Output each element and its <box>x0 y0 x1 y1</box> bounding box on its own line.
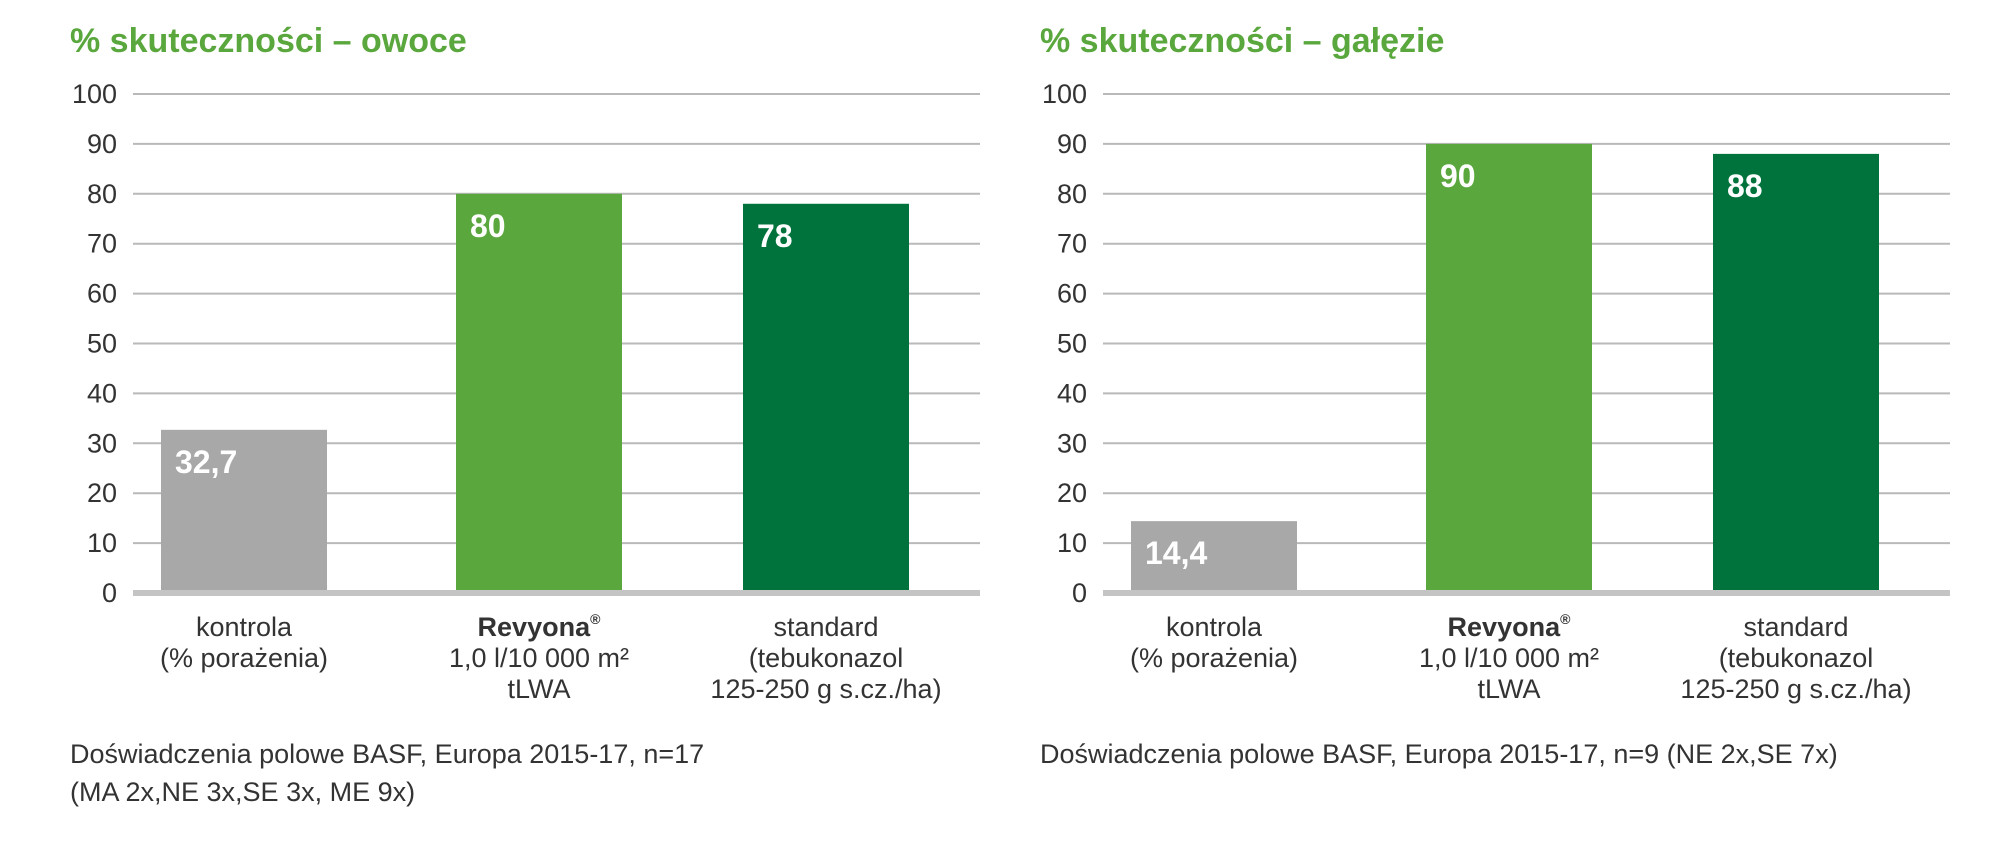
category-label-revyona: Revyona® 1,0 l/10 000 m² tLWA <box>389 612 689 705</box>
category-label-control: kontrola (% porażenia) <box>94 612 394 674</box>
bar-value-label: 90 <box>1440 158 1476 194</box>
category-label-line: tLWA <box>1477 674 1541 704</box>
category-label-line: (tebukonazol <box>748 643 904 673</box>
bar <box>161 429 327 593</box>
y-tick-label: 70 <box>1057 229 1087 259</box>
y-tick-label: 90 <box>1057 129 1087 159</box>
bar <box>1713 153 1879 593</box>
y-tick-label: 50 <box>87 329 117 359</box>
y-tick-label: 30 <box>87 428 117 458</box>
category-label-line: (tebukonazol <box>1718 643 1874 673</box>
bar-value-label: 78 <box>757 218 793 254</box>
bar-value-label: 88 <box>1727 168 1763 204</box>
brand-name: Revyona <box>1447 612 1561 642</box>
bar <box>1131 521 1297 593</box>
y-tick-label: 70 <box>87 229 117 259</box>
y-tick-label: 100 <box>1042 79 1087 109</box>
footnote-line: (MA 2x,NE 3x,SE 3x, ME 9x) <box>70 777 416 807</box>
category-label-brand: Revyona® <box>389 612 689 643</box>
y-tick-label: 90 <box>87 129 117 159</box>
y-tick-label: 60 <box>87 279 117 309</box>
category-label-brand: Revyona® <box>1359 612 1659 643</box>
y-tick-label: 10 <box>1057 528 1087 558</box>
registered-mark: ® <box>1560 611 1571 627</box>
category-label-line: 125-250 g s.cz./ha) <box>710 674 942 704</box>
y-tick-label: 10 <box>87 528 117 558</box>
chart-panel-fruit: % skuteczności – owoce 0 10 20 30 40 50 60 70 80… <box>0 0 980 844</box>
bar <box>743 203 909 593</box>
footnote: Doświadczenia polowe BASF, Europa 2015-1… <box>1040 735 1838 773</box>
category-label-line: standard <box>773 612 879 642</box>
chart-panel-branches: % skuteczności – gałęzie 0 10 20 30 40 50 60 70… <box>970 0 1950 844</box>
y-tick-label: 0 <box>1072 578 1087 608</box>
y-tick-label: 20 <box>87 478 117 508</box>
bar-chart: 0 10 20 30 40 50 60 70 80 90 100 32,7 80 78 <box>72 79 980 608</box>
bar <box>1426 143 1592 593</box>
category-label-line: kontrola <box>1165 612 1263 642</box>
y-tick-label: 20 <box>1057 478 1087 508</box>
footnote-line: Doświadczenia polowe BASF, Europa 2015-1… <box>1040 739 1838 769</box>
y-tick-label: 80 <box>1057 179 1087 209</box>
category-label-line: standard <box>1743 612 1849 642</box>
chart-title: % skuteczności – gałęzie <box>1040 22 1445 60</box>
footnote-line: Doświadczenia polowe BASF, Europa 2015-1… <box>70 739 705 769</box>
y-tick-label: 100 <box>72 79 117 109</box>
y-tick-label: 30 <box>1057 428 1087 458</box>
category-label-line: 1,0 l/10 000 m² <box>1418 643 1600 673</box>
category-label-line: (% porażenia) <box>1129 643 1299 673</box>
category-label-standard: standard (tebukonazol 125-250 g s.cz./ha… <box>1646 612 1946 705</box>
y-tick-label: 40 <box>1057 378 1087 408</box>
category-label-revyona: Revyona® 1,0 l/10 000 m² tLWA <box>1359 612 1659 705</box>
y-tick-label: 0 <box>102 578 117 608</box>
bar-chart: 0 10 20 30 40 50 60 70 80 90 100 14,4 90 88 <box>1042 79 1950 608</box>
y-tick-label: 60 <box>1057 279 1087 309</box>
category-label-control: kontrola (% porażenia) <box>1064 612 1364 674</box>
footnote: Doświadczenia polowe BASF, Europa 2015-1… <box>70 735 704 811</box>
y-tick-label: 50 <box>1057 329 1087 359</box>
bar-value-label: 14,4 <box>1145 535 1207 571</box>
category-label-line: tLWA <box>507 674 571 704</box>
category-label-line: kontrola <box>195 612 293 642</box>
category-label-standard: standard (tebukonazol 125-250 g s.cz./ha… <box>676 612 976 705</box>
category-label-line: (% porażenia) <box>159 643 329 673</box>
category-label-line: 1,0 l/10 000 m² <box>448 643 630 673</box>
registered-mark: ® <box>590 611 601 627</box>
bar-value-label: 32,7 <box>175 444 237 480</box>
bar-value-label: 80 <box>470 208 506 244</box>
category-label-line: 125-250 g s.cz./ha) <box>1680 674 1912 704</box>
chart-title: % skuteczności – owoce <box>70 22 467 60</box>
y-tick-label: 40 <box>87 378 117 408</box>
brand-name: Revyona <box>477 612 591 642</box>
y-tick-label: 80 <box>87 179 117 209</box>
bar <box>456 193 622 594</box>
